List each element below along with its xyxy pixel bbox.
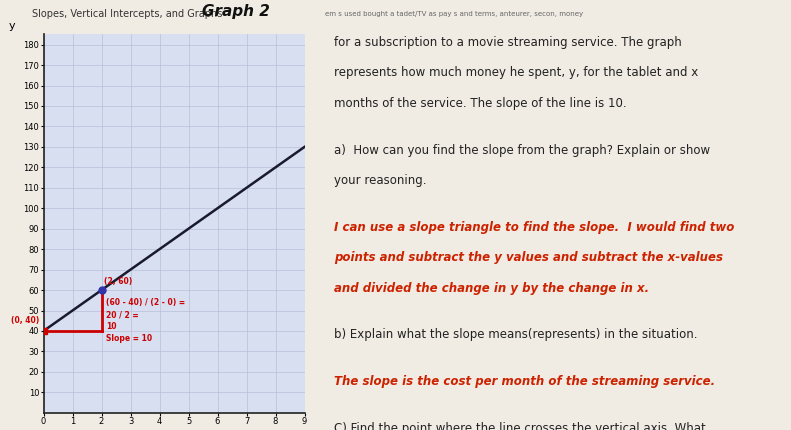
Text: C) Find the point where the line crosses the vertical axis. What: C) Find the point where the line crosses… (335, 422, 706, 430)
Text: (2, 60): (2, 60) (104, 277, 133, 286)
Text: (0, 40): (0, 40) (11, 316, 40, 325)
Text: b) Explain what the slope means(represents) in the situation.: b) Explain what the slope means(represen… (335, 329, 698, 341)
Text: months of the service. The slope of the line is 10.: months of the service. The slope of the … (335, 97, 627, 110)
Text: The slope is the cost per month of the streaming service.: The slope is the cost per month of the s… (335, 375, 716, 388)
Text: a)  How can you find the slope from the graph? Explain or show: a) How can you find the slope from the g… (335, 144, 710, 157)
Text: I can use a slope triangle to find the slope.  I would find two: I can use a slope triangle to find the s… (335, 221, 735, 234)
Text: represents how much money he spent, y, for the tablet and x: represents how much money he spent, y, f… (335, 66, 698, 79)
Text: your reasoning.: your reasoning. (335, 174, 427, 187)
Text: Graph 2: Graph 2 (202, 4, 270, 19)
Text: (60 - 40) / (2 - 0) =
20 / 2 =
10
Slope = 10: (60 - 40) / (2 - 0) = 20 / 2 = 10 Slope … (106, 298, 185, 343)
Text: Slopes, Vertical Intercepts, and Graphs -: Slopes, Vertical Intercepts, and Graphs … (32, 9, 232, 19)
Y-axis label: y: y (9, 21, 16, 31)
Text: em s used bought a tadet/TV as pay s and terms, anteurer, secon, money: em s used bought a tadet/TV as pay s and… (325, 11, 583, 16)
Text: and divided the change in y by the change in x.: and divided the change in y by the chang… (335, 282, 649, 295)
Text: points and subtract the y values and subtract the x-values: points and subtract the y values and sub… (335, 251, 724, 264)
Text: for a subscription to a movie streaming service. The graph: for a subscription to a movie streaming … (335, 36, 682, 49)
